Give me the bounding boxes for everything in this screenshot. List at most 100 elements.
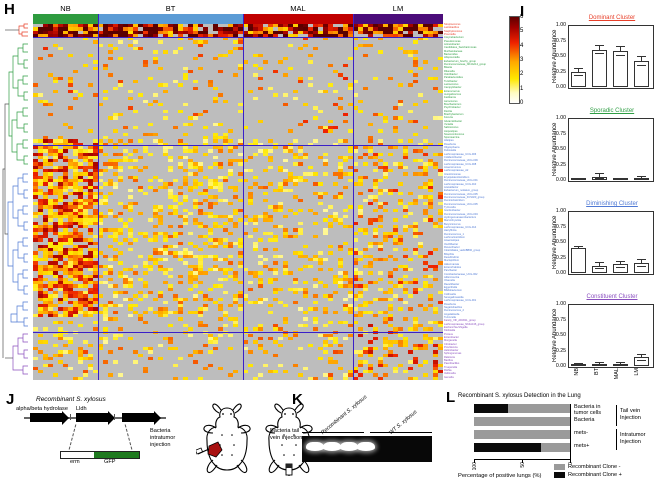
heatmap-cell	[38, 37, 43, 41]
heatmap-cell	[78, 80, 83, 84]
heatmap-cell	[243, 149, 248, 153]
heatmap-cell	[173, 119, 178, 123]
heatmap-cell	[228, 80, 233, 84]
heatmap-cell	[418, 37, 423, 41]
heatmap-cell	[158, 60, 163, 64]
heatmap-cell	[238, 208, 243, 212]
heatmap-cell	[38, 208, 43, 212]
heatmap-cell	[318, 37, 323, 41]
heatmap-cell	[298, 43, 303, 48]
heatmap-cell	[193, 178, 198, 183]
heatmap-cell	[108, 73, 113, 77]
heatmap-cell	[183, 109, 188, 113]
heatmap-cell	[383, 218, 388, 222]
heatmap-cell	[283, 169, 288, 173]
heatmap-cell	[288, 152, 293, 156]
heatmap-cell	[253, 169, 258, 173]
heatmap-cell	[423, 195, 428, 199]
heatmap-cell	[298, 178, 303, 183]
heatmap-cell	[63, 106, 68, 110]
heatmap-cell	[318, 205, 323, 209]
heatmap-cell	[383, 169, 388, 173]
heatmap-cell	[303, 99, 308, 104]
heatmap-cell	[103, 162, 108, 166]
heatmap-cell	[438, 188, 443, 193]
heatmap-cell	[238, 63, 243, 67]
heatmap-cell	[253, 139, 258, 143]
heatmap-cell	[298, 40, 303, 44]
heatmap-cell	[368, 182, 373, 186]
heatmap-cell	[178, 83, 183, 87]
heatmap-cell	[53, 106, 58, 110]
heatmap-cell	[73, 152, 78, 156]
heatmap-cell	[368, 192, 373, 196]
heatmap-cell	[383, 159, 388, 163]
heatmap-cell	[303, 211, 308, 216]
heatmap-cell	[128, 60, 133, 64]
heatmap-cell	[243, 208, 248, 212]
heatmap-cell	[138, 202, 143, 206]
heatmap-cell	[198, 198, 203, 202]
heatmap-cell	[278, 165, 283, 170]
heatmap-cell	[218, 205, 223, 209]
heatmap-cell	[283, 56, 288, 61]
heatmap-cell	[33, 80, 38, 84]
heatmap-cell	[158, 109, 163, 113]
heatmap-cell	[253, 198, 258, 202]
heatmap-cell	[133, 215, 138, 219]
heatmap-cell	[293, 73, 298, 77]
heatmap-cell	[378, 86, 383, 90]
heatmap-cell	[113, 73, 118, 77]
heatmap-cell	[198, 66, 203, 71]
heatmap-cell	[108, 208, 113, 212]
heatmap-cell	[258, 70, 263, 74]
heatmap-cell	[253, 33, 258, 38]
heatmap-cell	[268, 202, 273, 206]
heatmap-cell	[333, 172, 338, 176]
heatmap-cell	[378, 80, 383, 84]
heatmap-cell	[403, 106, 408, 110]
heatmap-cell	[48, 27, 53, 31]
heatmap-cell	[98, 56, 103, 61]
heatmap-cell	[113, 119, 118, 123]
heatmap-cell	[48, 86, 53, 90]
heatmap-cell	[33, 109, 38, 113]
heatmap-cell	[183, 96, 188, 100]
heatmap-cell	[178, 142, 183, 146]
heatmap-cell	[433, 188, 438, 193]
heatmap-cell	[163, 83, 168, 87]
heatmap-cell	[43, 165, 48, 170]
heatmap-cell	[178, 40, 183, 44]
heatmap-cell	[303, 215, 308, 219]
heatmap-cell	[63, 70, 68, 74]
heatmap-cell	[43, 93, 48, 97]
heatmap-cell	[158, 43, 163, 48]
heatmap-cell	[88, 136, 93, 140]
heatmap-cell	[178, 73, 183, 77]
heatmap-cell	[58, 211, 63, 216]
heatmap-cell	[348, 132, 353, 137]
heatmap-cell	[113, 142, 118, 146]
heatmap-cell	[248, 66, 253, 71]
heatmap-cell	[313, 40, 318, 44]
heatmap-cell	[358, 159, 363, 163]
heatmap-cell	[83, 188, 88, 193]
heatmap-cell	[438, 139, 443, 143]
heatmap-cell	[283, 63, 288, 67]
heatmap-cell	[173, 215, 178, 219]
heatmap-cell	[208, 155, 213, 160]
heatmap-cell	[158, 24, 163, 28]
heatmap-cell	[328, 149, 333, 153]
heatmap-cell	[268, 103, 273, 107]
heatmap-cell	[328, 33, 333, 38]
heatmap-cell	[38, 40, 43, 44]
heatmap-cell	[263, 106, 268, 110]
heatmap-cell	[63, 119, 68, 123]
heatmap-cell	[363, 169, 368, 173]
heatmap-cell	[348, 24, 353, 28]
heatmap-cell	[293, 152, 298, 156]
heatmap-cell	[128, 103, 133, 107]
heatmap-cell	[343, 109, 348, 113]
heatmap-cell	[88, 106, 93, 110]
heatmap-cell	[78, 27, 83, 31]
